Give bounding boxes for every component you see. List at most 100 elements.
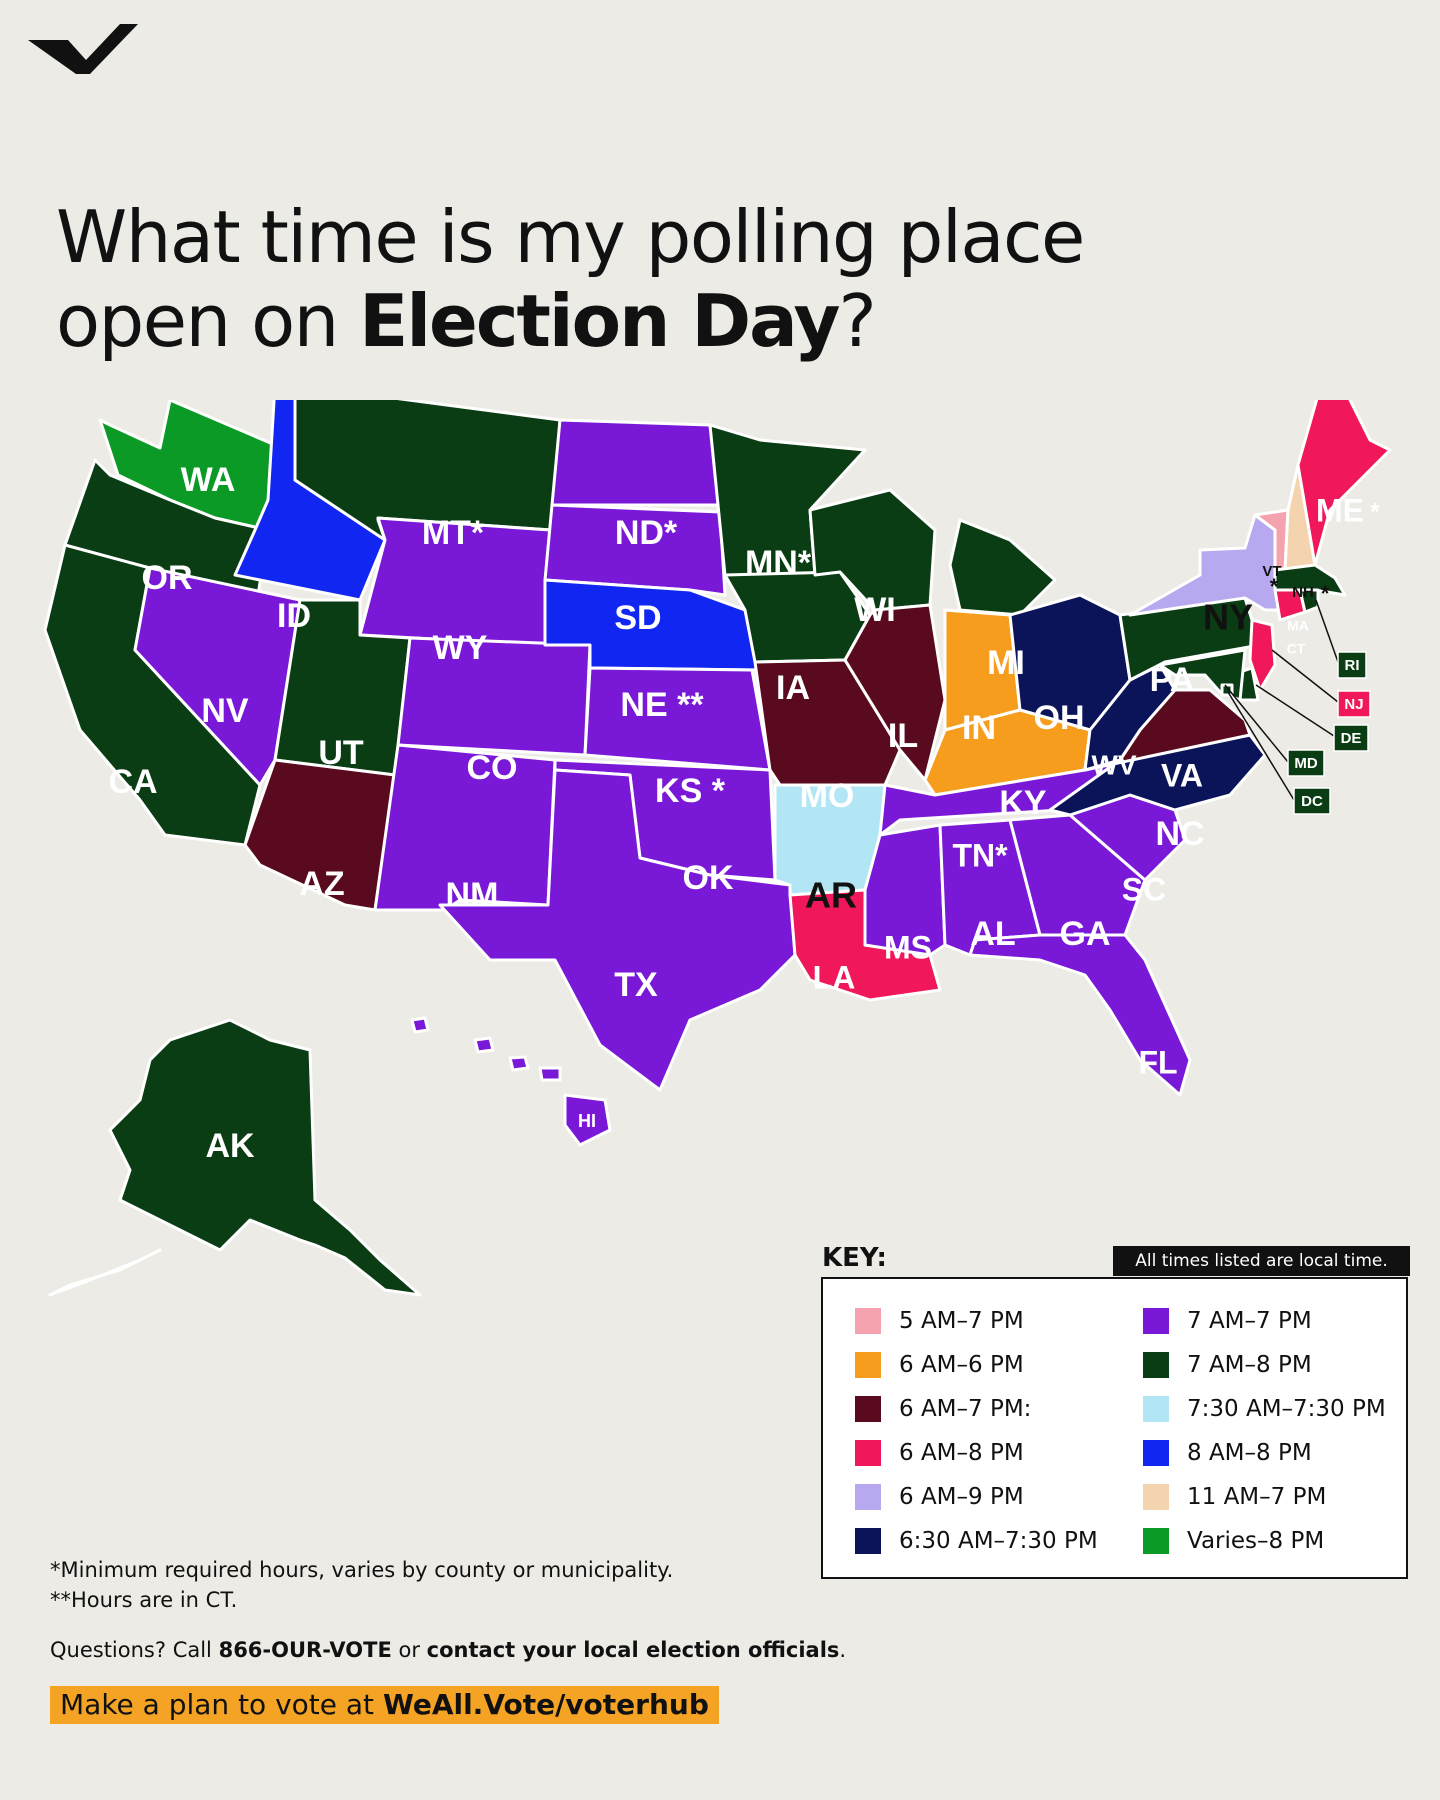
state-ak xyxy=(108,1018,422,1297)
state-label-hi: HI xyxy=(578,1111,596,1131)
state-label-in: IN xyxy=(962,709,996,747)
state-label-nh: NH xyxy=(1292,584,1314,601)
weall-vote-checkmark-logo xyxy=(28,24,138,74)
key-title: KEY: xyxy=(822,1243,887,1273)
legend-item: 6 AM–6 PM xyxy=(855,1350,1024,1380)
legend-swatch xyxy=(855,1352,881,1378)
state-label-ms: MS xyxy=(884,929,932,965)
state-label-vt-asterisk: * xyxy=(1270,574,1279,599)
state-label-me-asterisk: * xyxy=(1370,498,1380,525)
legend-item: 6 AM–7 PM: xyxy=(855,1394,1031,1424)
legend-swatch xyxy=(1143,1528,1169,1554)
page-title: What time is my polling place open on El… xyxy=(56,195,1085,363)
state-nj xyxy=(1248,618,1277,692)
legend-swatch xyxy=(1143,1352,1169,1378)
footnote-central-time: **Hours are in CT. xyxy=(50,1588,238,1612)
state-label-ia: IA xyxy=(776,669,810,707)
state-label-nv: NV xyxy=(201,692,249,730)
state-label-ar: AR xyxy=(805,875,857,916)
callout-nj: NJ xyxy=(1271,649,1371,718)
state-label-sd: SD xyxy=(614,599,661,637)
state-label-nm: NM xyxy=(446,876,499,914)
state-nv xyxy=(133,566,302,787)
state-label-id: ID xyxy=(277,597,311,635)
state-label-nc: NC xyxy=(1155,815,1204,853)
legend-item: 7:30 AM–7:30 PM xyxy=(1143,1394,1386,1424)
state-label-oh: OH xyxy=(1034,699,1085,737)
state-label-ny: NY xyxy=(1203,597,1253,638)
state-label-or: OR xyxy=(142,559,193,597)
legend-swatch xyxy=(855,1308,881,1334)
state-label-ca: CA xyxy=(108,763,157,801)
state-label-mt: MT* xyxy=(422,514,485,552)
state-label-az: AZ xyxy=(299,865,344,903)
state-hi xyxy=(563,1093,612,1147)
legend-item: 11 AM–7 PM xyxy=(1143,1482,1326,1512)
contact-officials-link[interactable]: contact your local election officials xyxy=(426,1638,840,1662)
state-label-fl: FL xyxy=(1138,1044,1177,1080)
state-label-wi: WI xyxy=(854,591,896,629)
questions-line: Questions? Call 866-OUR-VOTE or contact … xyxy=(50,1638,847,1662)
state-label-pa: PA xyxy=(1150,661,1195,699)
svg-text:MD: MD xyxy=(1294,755,1317,772)
legend-swatch xyxy=(1143,1308,1169,1334)
legend-swatch xyxy=(855,1396,881,1422)
state-sd xyxy=(543,503,727,597)
legend-item: 8 AM–8 PM xyxy=(1143,1438,1312,1468)
voterhub-link[interactable]: WeAll.Vote/voterhub xyxy=(382,1688,709,1721)
state-label-la: LA xyxy=(813,959,856,995)
hotline-number[interactable]: 866-OUR-VOTE xyxy=(218,1638,392,1662)
callout-dc: DC xyxy=(1227,691,1331,815)
legend-swatch xyxy=(855,1528,881,1554)
state-label-ut: UT xyxy=(318,734,364,772)
state-label-ky: KY xyxy=(999,784,1047,822)
state-label-mn: MN* xyxy=(745,544,812,582)
state-label-al: AL xyxy=(970,915,1015,953)
legend-swatch xyxy=(1143,1484,1169,1510)
callout-de: DE xyxy=(1255,684,1369,752)
state-label-ak: AK xyxy=(205,1127,255,1165)
state-label-nh-asterisk: * xyxy=(1321,581,1330,606)
legend-item: Varies–8 PM xyxy=(1143,1526,1324,1556)
state-label-ma: MA xyxy=(1287,618,1309,634)
state-label-nd: ND* xyxy=(615,514,678,552)
state-il xyxy=(843,603,947,782)
state-label-mi: MI xyxy=(987,644,1025,682)
state-label-ga: GA xyxy=(1060,915,1111,953)
footnote-minimum-hours: *Minimum required hours, varies by count… xyxy=(50,1558,674,1582)
state-hi xyxy=(508,1055,530,1072)
state-label-mo: MO xyxy=(800,777,855,815)
state-fl xyxy=(968,933,1192,1097)
state-label-wv: WV xyxy=(1091,749,1136,780)
state-hi xyxy=(410,1016,430,1034)
state-ga xyxy=(1008,813,1147,937)
legend-item: 6 AM–8 PM xyxy=(855,1438,1024,1468)
state-hi xyxy=(473,1036,495,1054)
call-to-action-banner: Make a plan to vote at WeAll.Vote/voterh… xyxy=(50,1686,719,1724)
legend-item: 7 AM–8 PM xyxy=(1143,1350,1312,1380)
state-label-ok: OK xyxy=(683,859,734,897)
us-polling-hours-map: WA OR CA ID NV MT* WY UT AZ CO NM ND* SD… xyxy=(43,400,1392,1297)
legend-swatch xyxy=(855,1440,881,1466)
legend-item: 6 AM–9 PM xyxy=(855,1482,1024,1512)
svg-text:RI: RI xyxy=(1345,657,1360,674)
svg-text:DE: DE xyxy=(1341,730,1362,747)
legend-item: 5 AM–7 PM xyxy=(855,1306,1024,1336)
legend-swatch xyxy=(1143,1440,1169,1466)
state-ak xyxy=(48,1248,162,1297)
state-hi xyxy=(538,1066,562,1082)
state-label-co: CO xyxy=(467,749,518,787)
legend-swatch xyxy=(1143,1396,1169,1422)
legend-box: 5 AM–7 PM 6 AM–6 PM 6 AM–7 PM: 6 AM–8 PM… xyxy=(821,1277,1408,1579)
callout-md: MD xyxy=(1224,684,1325,777)
svg-text:DC: DC xyxy=(1301,793,1323,810)
legend-swatch xyxy=(855,1484,881,1510)
state-tx xyxy=(438,768,797,1092)
state-dc xyxy=(1220,683,1234,697)
callout-ri: RI xyxy=(1315,599,1367,679)
state-label-wy: WY xyxy=(433,629,488,667)
state-label-sc: SC xyxy=(1122,871,1166,907)
state-label-wa: WA xyxy=(181,461,236,499)
state-label-tn: TN* xyxy=(952,837,1008,873)
state-label-il: IL xyxy=(888,717,918,755)
